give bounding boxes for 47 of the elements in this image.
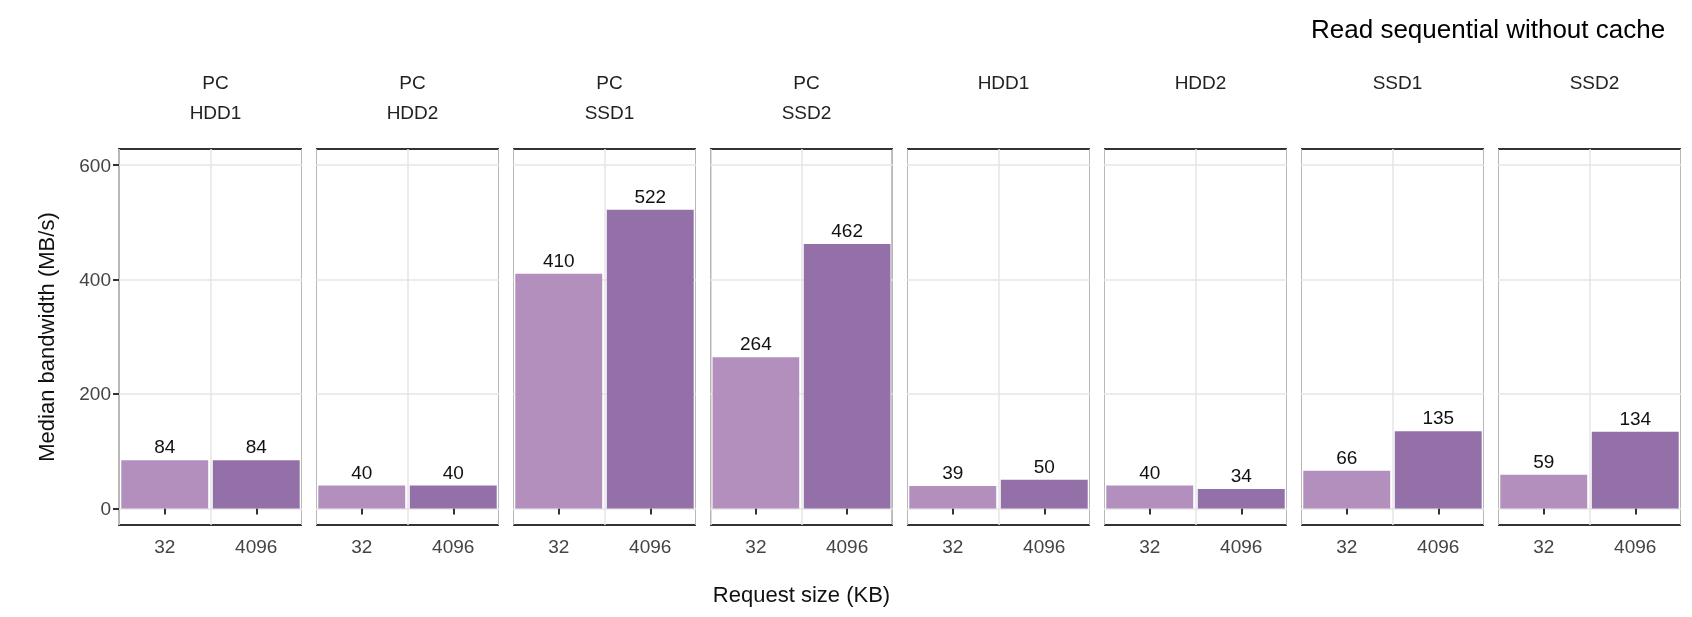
chart-title: HDD1 [977,71,1030,93]
x-tick-label: 4096 [825,536,869,557]
x-tick-label: 32 [548,536,570,557]
data-label: 84 [245,436,268,458]
x-tick-label: 32 [942,536,964,557]
chart-title: SSD1 [1372,71,1423,93]
data-label: 84 [154,436,176,458]
x-tick-label: 4096 [432,536,475,557]
x-tick-label: 32 [154,536,176,557]
x-tick-label: 4096 [1023,536,1066,557]
x-tick-label: 4096 [1417,536,1460,557]
data-label: 40 [351,461,373,483]
x-tick-label: 4096 [235,536,278,557]
data-label: 135 [1422,407,1455,429]
data-label: 522 [634,185,667,207]
y-tick-label: 200 [79,383,111,405]
chart-title: PC HDD2 [386,71,439,123]
chart-title: PC SSD1 [584,71,635,123]
data-label: 39 [942,462,964,484]
data-label: 40 [442,461,464,483]
data-label: 66 [1336,446,1358,468]
x-tick-label: 4096 [1220,536,1263,557]
y-tick-label: 0 [100,497,111,519]
x-tick-label: 32 [1533,536,1555,557]
data-label: 40 [1139,461,1161,483]
data-label: 462 [831,220,863,241]
y-tick-label: 600 [79,154,111,176]
data-label: 264 [740,333,773,355]
x-tick-label: 32 [351,536,373,557]
chart-title: PC HDD1 [189,71,242,123]
x-tick-label: 32 [745,536,767,557]
data-label: 134 [1619,407,1652,429]
x-tick-label: 32 [1139,536,1161,557]
x-axis-title: Request size (KB) [712,581,891,607]
x-tick-label: 4096 [1614,536,1657,557]
data-label: 34 [1230,464,1253,486]
text: Read sequential without cache [1311,14,1666,45]
x-tick-label: 32 [1336,536,1358,557]
data-label: 59 [1533,450,1555,472]
chart-title: PC SSD2 [781,71,832,123]
chart-title: HDD2 [1174,71,1227,93]
x-tick-label: 4096 [629,536,672,557]
chart-title: SSD2 [1569,71,1620,93]
y-axis-title: Median bandwidth (MB/s) [33,212,59,462]
data-label: 410 [542,249,575,271]
y-tick-label: 400 [79,268,111,290]
data-label: 50 [1033,455,1055,477]
